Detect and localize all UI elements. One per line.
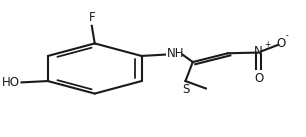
Text: S: S — [182, 83, 189, 96]
Text: N: N — [254, 45, 263, 58]
Text: -: - — [286, 31, 289, 40]
Text: HO: HO — [2, 76, 20, 89]
Text: O: O — [254, 72, 263, 85]
Text: +: + — [264, 40, 270, 49]
Text: O: O — [276, 37, 285, 50]
Text: F: F — [88, 11, 95, 24]
Text: NH: NH — [166, 47, 184, 60]
